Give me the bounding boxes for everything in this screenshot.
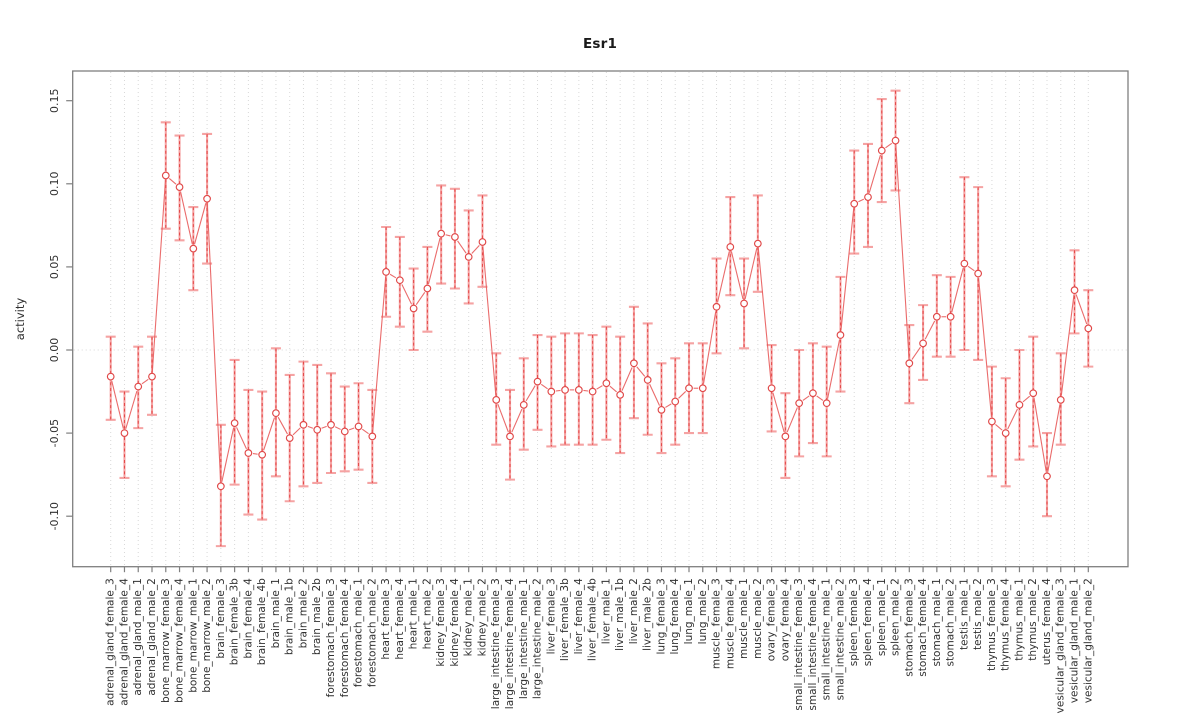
svg-text:liver_female_3: liver_female_3 [545, 578, 557, 654]
svg-text:liver_female_3b: liver_female_3b [559, 578, 571, 661]
svg-text:spleen_male_2: spleen_male_2 [890, 578, 902, 656]
svg-text:brain_male_2: brain_male_2 [297, 578, 309, 648]
svg-text:adrenal_gland_male_1: adrenal_gland_male_1 [132, 578, 144, 695]
svg-text:muscle_female_4: muscle_female_4 [724, 578, 736, 669]
svg-text:liver_male_1b: liver_male_1b [614, 578, 626, 651]
svg-text:uterus_female_4: uterus_female_4 [1041, 578, 1053, 665]
svg-text:forestomach_male_1: forestomach_male_1 [353, 578, 365, 687]
svg-text:spleen_female_4: spleen_female_4 [862, 578, 874, 666]
error-bars [105, 89, 1094, 548]
svg-text:brain_male_2b: brain_male_2b [311, 578, 323, 655]
svg-text:spleen_male_1: spleen_male_1 [876, 578, 888, 656]
svg-text:vesicular_gland_male_1: vesicular_gland_male_1 [1069, 578, 1081, 703]
x-category-labels: adrenal_gland_female_3 adrenal_gland_fema… [105, 578, 1095, 713]
svg-text:kidney_male_2: kidney_male_2 [476, 578, 488, 656]
svg-text:large_intestine_female_3: large_intestine_female_3 [490, 578, 502, 709]
svg-text:kidney_female_4: kidney_female_4 [449, 578, 461, 667]
svg-text:large_intestine_female_4: large_intestine_female_4 [504, 578, 516, 709]
svg-text:stomach_male_2: stomach_male_2 [945, 578, 957, 666]
svg-text:0.05: 0.05 [48, 255, 61, 280]
svg-text:0.00: 0.00 [48, 338, 61, 363]
svg-text:brain_female_4b: brain_female_4b [256, 578, 268, 665]
svg-text:small_intestine_female_4: small_intestine_female_4 [807, 578, 819, 711]
y-tick-labels: -0.10 -0.05 0.00 0.05 0.10 0.15 [48, 88, 61, 530]
series-line [111, 142, 1088, 482]
x-axis-ticks [110, 566, 1089, 573]
svg-text:liver_female_4: liver_female_4 [573, 578, 585, 655]
svg-text:thymus_male_2: thymus_male_2 [1027, 578, 1039, 661]
svg-text:ovary_female_3: ovary_female_3 [766, 578, 778, 661]
plot-border [72, 70, 1129, 568]
svg-text:forestomach_male_2: forestomach_male_2 [366, 578, 378, 687]
svg-text:testis_male_1: testis_male_1 [958, 578, 970, 650]
svg-text:ovary_female_4: ovary_female_4 [779, 578, 791, 661]
svg-text:muscle_male_2: muscle_male_2 [752, 578, 764, 659]
svg-text:stomach_female_4: stomach_female_4 [917, 578, 929, 677]
svg-text:brain_male_1: brain_male_1 [270, 578, 282, 648]
svg-text:lung_female_4: lung_female_4 [669, 578, 681, 655]
svg-text:large_intestine_male_2: large_intestine_male_2 [532, 578, 544, 699]
svg-text:kidney_male_1: kidney_male_1 [463, 578, 475, 656]
svg-text:-0.05: -0.05 [48, 419, 61, 447]
svg-text:brain_female_3b: brain_female_3b [229, 578, 241, 665]
svg-text:bone_marrow_female_4: bone_marrow_female_4 [174, 578, 186, 703]
svg-text:brain_female_4: brain_female_4 [242, 578, 254, 659]
svg-text:0.10: 0.10 [48, 172, 61, 197]
data-points [106, 136, 1093, 491]
svg-text:vesicular_gland_female_3: vesicular_gland_female_3 [1055, 578, 1067, 713]
svg-text:liver_male_2b: liver_male_2b [642, 578, 654, 651]
svg-text:kidney_female_3: kidney_female_3 [435, 578, 447, 666]
svg-text:adrenal_gland_female_4: adrenal_gland_female_4 [118, 578, 130, 706]
svg-text:large_intestine_male_1: large_intestine_male_1 [518, 578, 530, 699]
svg-text:stomach_male_1: stomach_male_1 [931, 578, 943, 666]
svg-text:bone_marrow_male_2: bone_marrow_male_2 [201, 578, 213, 693]
svg-text:thymus_male_1: thymus_male_1 [1013, 578, 1025, 661]
svg-text:liver_male_2: liver_male_2 [628, 578, 640, 644]
svg-text:testis_male_2: testis_male_2 [972, 578, 984, 650]
svg-text:lung_female_3: lung_female_3 [655, 578, 667, 654]
svg-text:thymus_female_3: thymus_female_3 [986, 578, 998, 671]
x-gridlines [110, 72, 1089, 566]
svg-text:heart_male_2: heart_male_2 [421, 578, 433, 649]
svg-text:small_intestine_male_1: small_intestine_male_1 [821, 578, 833, 700]
svg-text:forestomach_female_4: forestomach_female_4 [339, 578, 351, 697]
svg-text:bone_marrow_female_3: bone_marrow_female_3 [160, 578, 172, 703]
svg-text:heart_female_3: heart_female_3 [380, 578, 392, 659]
svg-text:small_intestine_male_2: small_intestine_male_2 [834, 578, 846, 700]
svg-text:thymus_female_4: thymus_female_4 [1000, 578, 1012, 671]
svg-text:lung_male_1: lung_male_1 [683, 578, 695, 644]
y-axis-ticks [66, 100, 73, 517]
chart-title: Esr1 [582, 36, 618, 52]
svg-text:brain_female_3: brain_female_3 [215, 578, 227, 658]
svg-text:heart_female_4: heart_female_4 [394, 578, 406, 660]
svg-text:0.15: 0.15 [48, 88, 61, 113]
svg-text:forestomach_female_3: forestomach_female_3 [325, 578, 337, 697]
svg-text:muscle_female_3: muscle_female_3 [711, 578, 723, 669]
svg-text:liver_female_4b: liver_female_4b [587, 578, 599, 661]
svg-text:liver_male_1: liver_male_1 [600, 578, 612, 644]
svg-text:spleen_female_3: spleen_female_3 [848, 578, 860, 666]
svg-text:muscle_male_1: muscle_male_1 [738, 578, 750, 659]
svg-text:bone_marrow_male_1: bone_marrow_male_1 [187, 578, 199, 693]
svg-text:heart_male_1: heart_male_1 [408, 578, 420, 649]
svg-text:brain_male_1b: brain_male_1b [284, 578, 296, 655]
svg-text:small_intestine_female_3: small_intestine_female_3 [793, 578, 805, 710]
svg-text:adrenal_gland_male_2: adrenal_gland_male_2 [146, 578, 158, 695]
svg-text:-0.10: -0.10 [48, 502, 61, 530]
svg-text:stomach_female_3: stomach_female_3 [903, 578, 915, 676]
svg-text:vesicular_gland_male_2: vesicular_gland_male_2 [1082, 578, 1094, 703]
svg-text:lung_male_2: lung_male_2 [697, 578, 709, 644]
svg-text:adrenal_gland_female_3: adrenal_gland_female_3 [105, 578, 117, 706]
